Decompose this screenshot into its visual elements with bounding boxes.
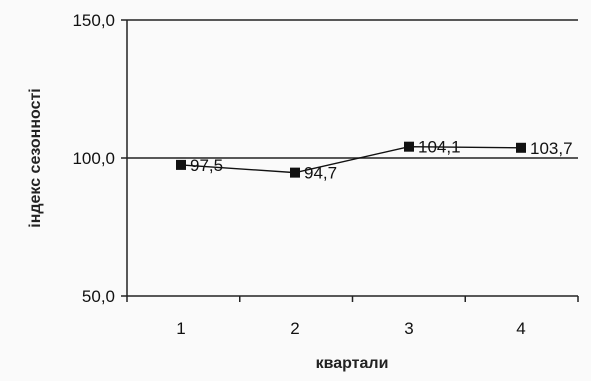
y-tick-labels: 50,0 100,0 150,0 [72, 11, 127, 306]
y-tick-label: 50,0 [82, 287, 115, 306]
x-tick-label: 1 [176, 319, 185, 338]
gridlines [127, 19, 578, 159]
data-label: 97,5 [190, 156, 223, 175]
x-tick-label: 4 [516, 319, 525, 338]
y-tick-label: 150,0 [72, 11, 115, 30]
x-tick-label: 2 [290, 319, 299, 338]
x-tick-label: 3 [404, 319, 413, 338]
data-point-marker [290, 167, 300, 178]
data-point-marker [176, 159, 186, 170]
data-label: 103,7 [530, 139, 573, 158]
x-axis-title: квартали [316, 355, 389, 372]
data-point-marker [516, 142, 526, 153]
y-axis-title: індекс сезонності [27, 88, 44, 228]
data-label: 104,1 [418, 138, 461, 157]
data-point-marker [404, 141, 414, 152]
y-tick-label: 100,0 [72, 149, 115, 168]
data-label: 94,7 [304, 164, 337, 183]
x-tick-labels: 1 2 3 4 [126, 296, 579, 338]
series-group: 97,5 94,7 104,1 103,7 [176, 138, 573, 183]
series-line [180, 145, 522, 174]
